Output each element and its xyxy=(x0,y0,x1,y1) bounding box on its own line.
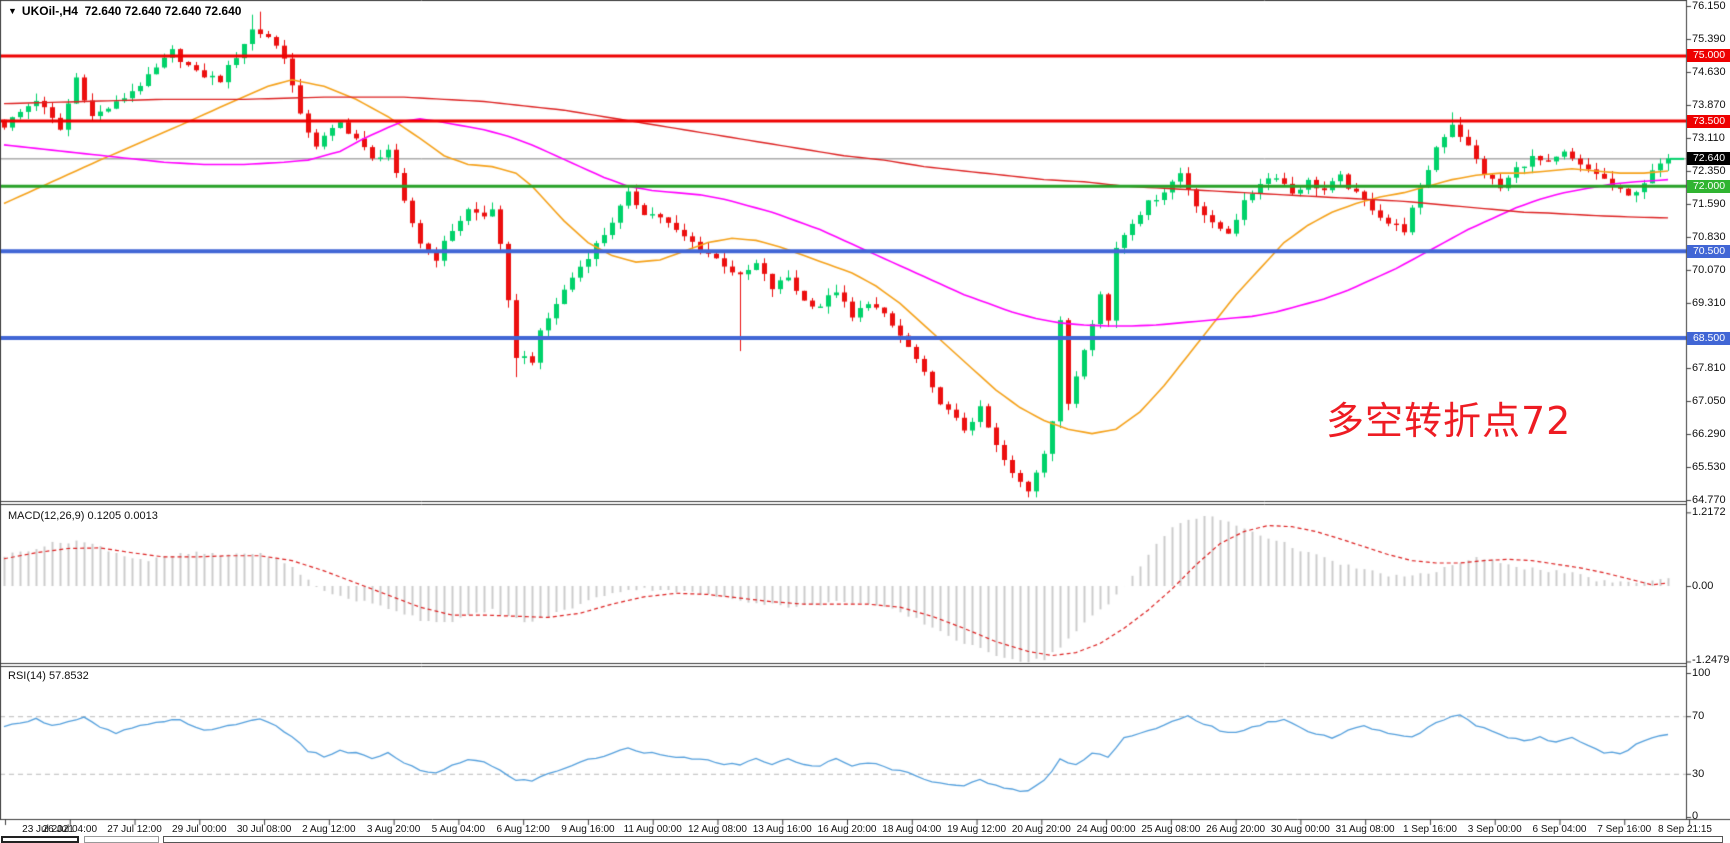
x-axis-date-label: 16 Aug 20:00 xyxy=(817,824,877,835)
x-axis-date-label: 19 Aug 12:00 xyxy=(947,824,1007,835)
x-axis-date-label: 30 Aug 00:00 xyxy=(1270,824,1330,835)
price-axis-badge: 68.500 xyxy=(1687,331,1730,345)
x-axis-date-label: 24 Aug 00:00 xyxy=(1076,824,1136,835)
price-axis-label: 74.630 xyxy=(1692,65,1726,78)
x-axis-date-label: 26 Aug 20:00 xyxy=(1206,824,1266,835)
price-axis-label: 72.350 xyxy=(1692,164,1726,177)
x-axis-date-label: 5 Aug 04:00 xyxy=(431,824,486,835)
x-axis-date-label: 9 Aug 16:00 xyxy=(561,824,615,835)
macd-indicator-label: MACD(12,26,9) 0.1205 0.0013 xyxy=(8,510,158,522)
bottom-tab-a[interactable] xyxy=(1,836,79,843)
price-axis-badge: 75.000 xyxy=(1687,49,1730,63)
x-axis-date-label: 11 Aug 00:00 xyxy=(623,824,682,835)
price-axis-label: 67.050 xyxy=(1692,395,1726,408)
rsi-indicator-label: RSI(14) 57.8532 xyxy=(8,670,89,682)
x-axis-date-label: 3 Sep 00:00 xyxy=(1467,824,1522,835)
price-axis-label: 76.150 xyxy=(1692,0,1726,12)
price-axis-label: 71.590 xyxy=(1692,197,1726,210)
bottom-tab-b[interactable] xyxy=(84,836,159,843)
x-axis-date-label: 6 Sep 04:00 xyxy=(1532,824,1587,835)
price-axis-label: 73.110 xyxy=(1692,131,1725,144)
price-axis-label: 65.530 xyxy=(1692,461,1726,473)
x-axis-date-label: 1 Sep 16:00 xyxy=(1402,824,1457,835)
x-axis-date-label: 30 Jul 08:00 xyxy=(236,824,292,835)
x-axis-date-label: 3 Aug 20:00 xyxy=(366,824,421,835)
price-axis-label: 69.310 xyxy=(1692,296,1726,309)
symbol-dropdown-icon[interactable]: ▼ xyxy=(8,6,17,16)
chart-title: ▼ UKOil-,H4 72.640 72.640 72.640 72.640 xyxy=(8,4,241,18)
price-axis-label: 75.390 xyxy=(1692,32,1726,45)
x-axis-date-label: 23 Jul 2021 xyxy=(22,824,74,835)
ohlc-quotes-label: 72.640 72.640 72.640 72.640 xyxy=(84,4,242,18)
price-axis-badge: 72.640 xyxy=(1687,151,1730,165)
x-axis-date-label: 7 Sep 16:00 xyxy=(1597,824,1652,835)
symbol-period-label: UKOil-,H4 xyxy=(21,4,78,18)
x-axis-date-label: 29 Jul 00:00 xyxy=(172,824,227,835)
price-axis-badge: 72.000 xyxy=(1687,179,1730,193)
price-axis-label: 66.290 xyxy=(1692,428,1726,441)
x-axis-date-label: 13 Aug 16:00 xyxy=(752,824,812,835)
x-axis-date-label: 25 Aug 08:00 xyxy=(1141,824,1201,835)
x-axis-date-label: 20 Aug 20:00 xyxy=(1011,824,1071,835)
price-axis-badge: 73.500 xyxy=(1687,114,1730,128)
x-axis-date-label: 6 Aug 12:00 xyxy=(496,824,550,835)
price-axis-label: 70.070 xyxy=(1692,263,1726,276)
x-axis-date-label: 31 Aug 08:00 xyxy=(1335,824,1395,835)
price-axis-badge: 70.500 xyxy=(1687,244,1730,258)
x-axis-date-label: 2 Aug 12:00 xyxy=(302,824,356,835)
price-axis-label: 64.770 xyxy=(1692,494,1726,506)
x-axis-date-label: 12 Aug 08:00 xyxy=(687,824,747,835)
price-axis-label: 73.870 xyxy=(1692,98,1726,111)
rsi-axis-100: 100 xyxy=(1692,667,1711,679)
price-axis-label: 67.810 xyxy=(1692,362,1726,375)
macd-axis-zero: 0.00 xyxy=(1692,580,1714,592)
x-axis-date-label: 8 Sep 21:15 xyxy=(1658,824,1712,835)
rsi-axis-30: 30 xyxy=(1692,768,1705,780)
macd-axis-bottom: -1.2479 xyxy=(1692,654,1730,666)
bottom-scroll-area[interactable] xyxy=(163,836,1723,843)
chart-text-annotation: 多空转折点72 xyxy=(1326,399,1572,443)
x-axis-date-label: 27 Jul 12:00 xyxy=(107,824,162,835)
rsi-axis-0: 0 xyxy=(1692,810,1699,822)
macd-axis-top: 1.2172 xyxy=(1692,506,1726,518)
x-axis-date-label: 18 Aug 04:00 xyxy=(882,824,942,835)
rsi-axis-70: 70 xyxy=(1692,710,1705,722)
x-axis-date-label: 26 Jul 04:00 xyxy=(42,824,98,835)
price-axis-label: 70.830 xyxy=(1692,230,1726,243)
